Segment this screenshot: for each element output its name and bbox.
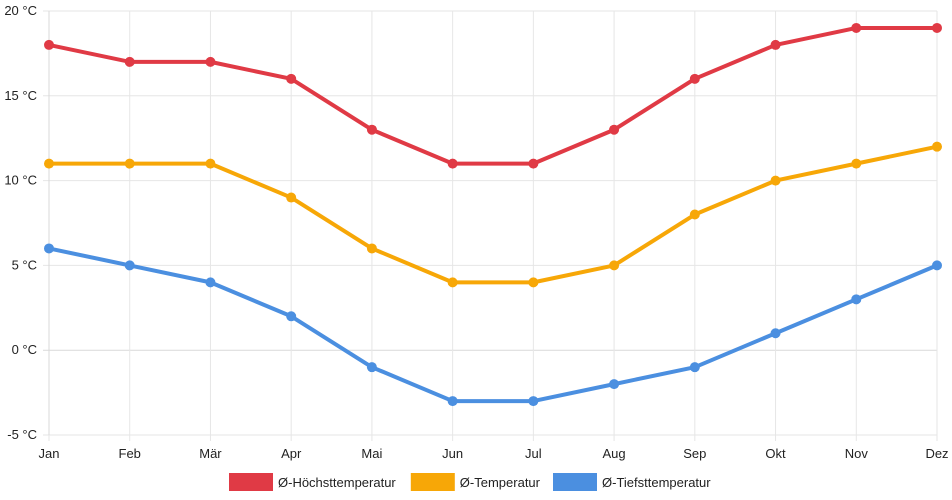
legend-swatch — [410, 473, 455, 491]
series-3 — [44, 243, 942, 407]
x-tick-label: Jan — [39, 446, 60, 461]
data-point — [932, 141, 942, 152]
y-tick-label: 0 °C — [12, 342, 37, 357]
series-line — [47, 144, 939, 285]
data-point — [770, 328, 781, 339]
x-tick-label: Mai — [361, 446, 382, 461]
data-point — [528, 277, 539, 288]
legend-label: Ø-Tiefsttemperatur — [602, 475, 711, 490]
x-tick-label: Apr — [281, 446, 302, 461]
data-point — [124, 260, 135, 271]
data-point — [689, 73, 700, 84]
data-point — [528, 396, 539, 407]
data-point — [689, 362, 700, 373]
data-point — [609, 124, 620, 135]
axes: -5 °C 0 °C 5 °C 10 °C 15 °C 20 °C Jan Feb Mär Apr… — [4, 3, 948, 461]
data-point — [286, 192, 297, 203]
series — [44, 22, 942, 407]
data-point — [366, 362, 377, 373]
x-tick-label: Feb — [119, 446, 141, 461]
data-point — [528, 158, 539, 169]
x-tick-label: Okt — [765, 446, 786, 461]
data-point — [44, 243, 54, 254]
x-tick-label: Sep — [683, 446, 706, 461]
data-point — [689, 209, 700, 220]
data-point — [205, 158, 216, 169]
data-point — [447, 158, 458, 169]
x-tick-label: Aug — [603, 446, 626, 461]
series-1 — [44, 22, 942, 169]
data-point — [932, 260, 942, 271]
y-tick-label: 10 °C — [4, 173, 37, 188]
legend-item[interactable]: Ø-Tiefsttemperatur — [553, 473, 711, 491]
legend-item[interactable]: Ø-Höchsttemperatur — [229, 473, 396, 491]
x-tick-label: Dez — [925, 446, 948, 461]
series-2 — [44, 141, 942, 288]
data-point — [205, 277, 216, 288]
data-point — [286, 73, 297, 84]
data-point — [609, 379, 620, 390]
x-tick-label: Nov — [845, 446, 869, 461]
legend: Ø-Höchsttemperatur Ø-Temperatur Ø-Tiefstte… — [229, 473, 711, 491]
y-tick-label: 15 °C — [4, 88, 37, 103]
data-point — [447, 396, 458, 407]
legend-swatch — [553, 473, 597, 491]
series-line — [47, 25, 939, 166]
data-point — [932, 22, 942, 33]
legend-swatch — [229, 473, 273, 491]
data-point — [44, 158, 54, 169]
x-tick-label: Jul — [525, 446, 542, 461]
data-point — [44, 39, 54, 50]
data-point — [447, 277, 458, 288]
legend-item[interactable]: Ø-Temperatur — [410, 473, 541, 491]
data-point — [205, 56, 216, 67]
data-point — [770, 175, 781, 186]
y-tick-label: 5 °C — [12, 257, 37, 272]
x-tick-label: Jun — [442, 446, 463, 461]
data-point — [851, 294, 862, 305]
data-point — [286, 311, 297, 322]
legend-label: Ø-Höchsttemperatur — [278, 475, 396, 490]
grid — [43, 10, 938, 441]
data-point — [851, 158, 862, 169]
data-point — [124, 158, 135, 169]
y-tick-label: -5 °C — [7, 427, 37, 442]
data-point — [851, 22, 862, 33]
data-point — [366, 124, 377, 135]
y-tick-label: 20 °C — [4, 3, 37, 18]
data-point — [124, 56, 135, 67]
legend-label: Ø-Temperatur — [460, 475, 541, 490]
data-point — [770, 39, 781, 50]
series-line — [47, 246, 939, 404]
data-point — [609, 260, 620, 271]
data-point — [366, 243, 377, 254]
x-tick-label: Mär — [199, 446, 222, 461]
